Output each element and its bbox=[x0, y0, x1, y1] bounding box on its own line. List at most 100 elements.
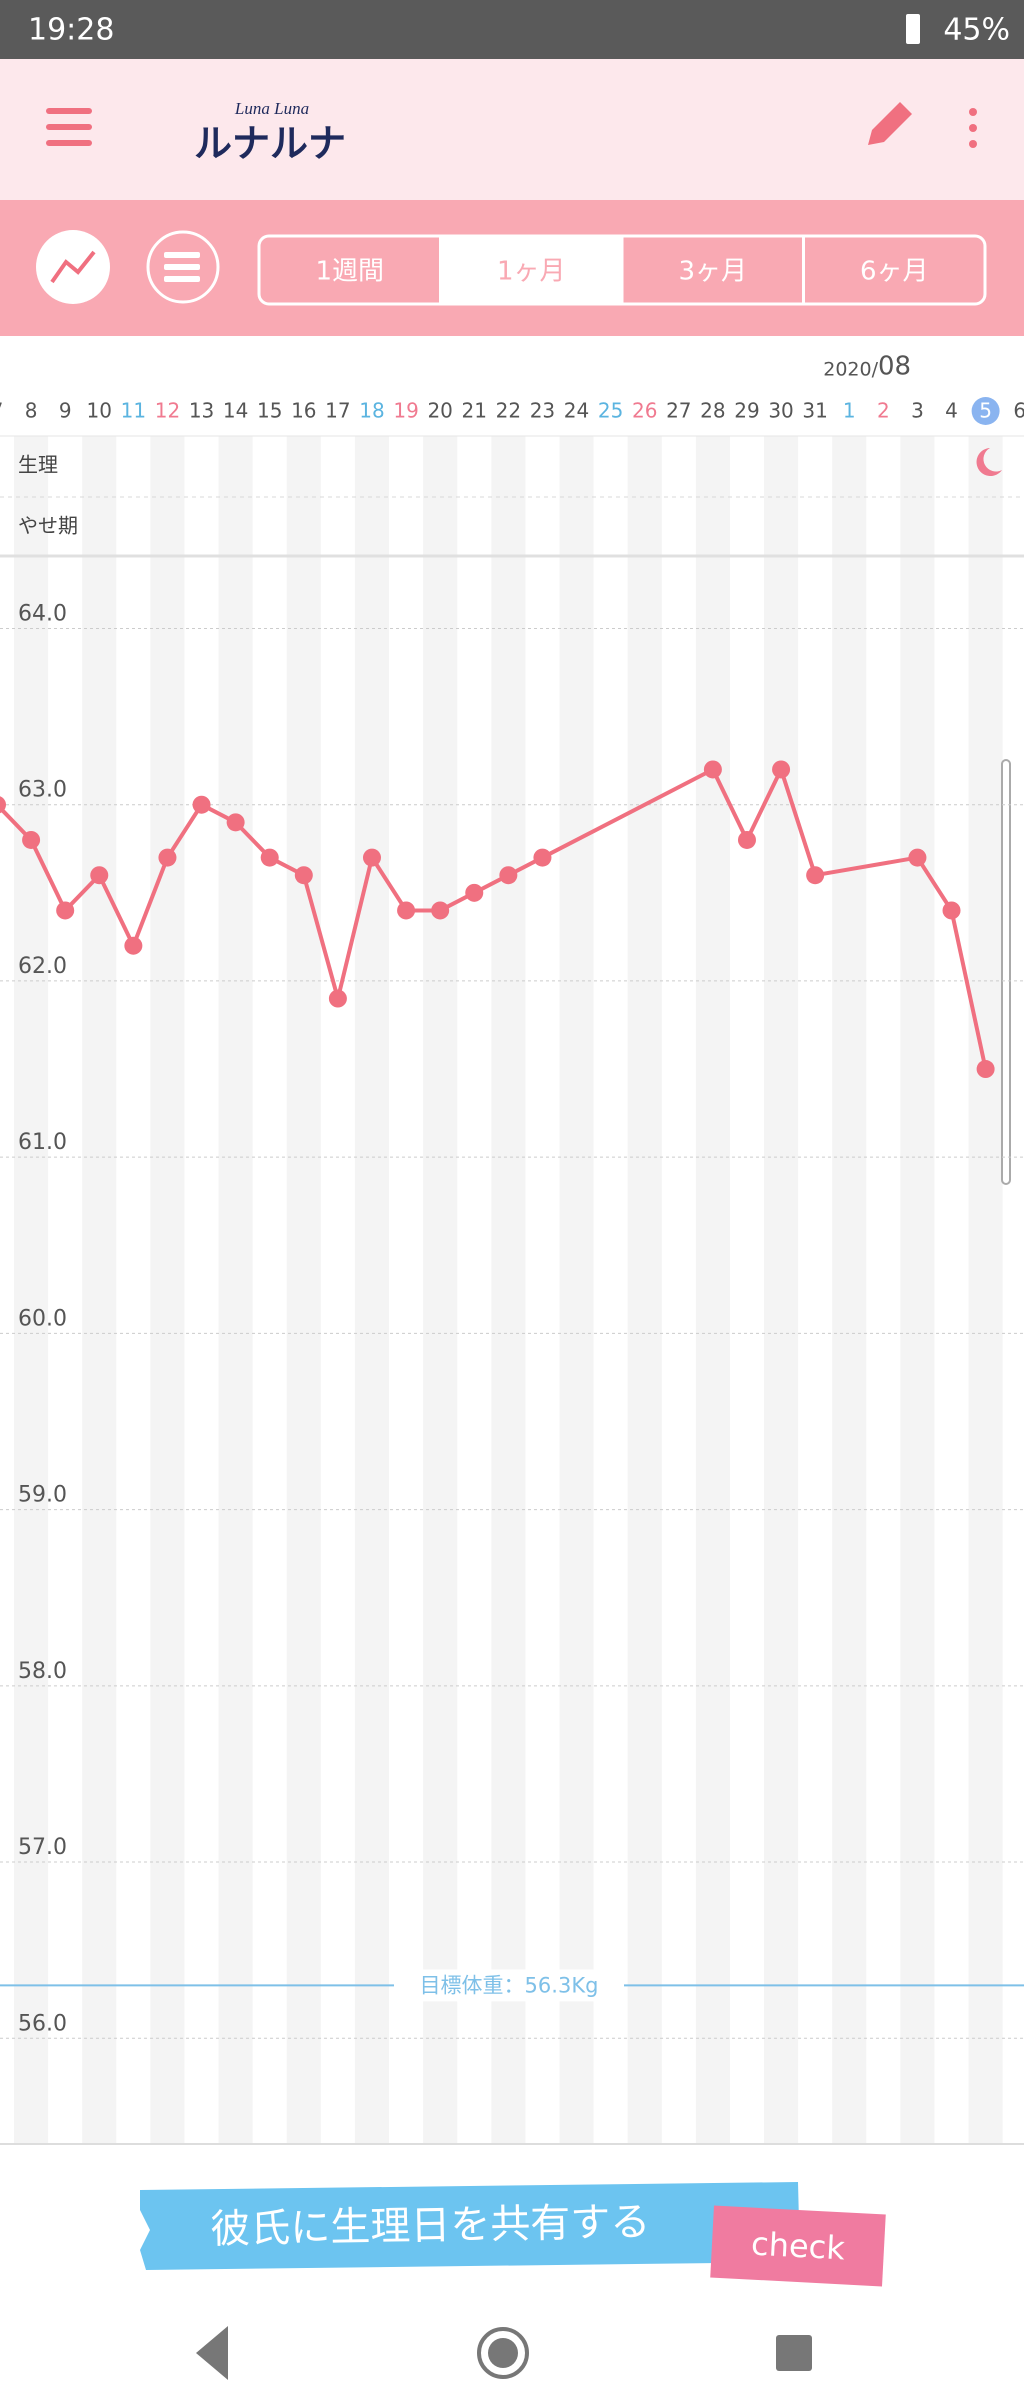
edit-button[interactable] bbox=[868, 102, 912, 145]
check-button[interactable]: check bbox=[710, 2205, 886, 2287]
y-tick-label: 58.0 bbox=[18, 1659, 67, 1684]
data-point bbox=[499, 866, 518, 885]
y-tick-label: 61.0 bbox=[18, 1130, 67, 1155]
target-label: 目標体重：56.3Kg bbox=[420, 1973, 599, 1997]
home-dot bbox=[488, 2338, 518, 2368]
data-point bbox=[737, 830, 756, 849]
line-segment bbox=[301, 874, 340, 1000]
target-label-bg bbox=[394, 1969, 624, 2002]
date-label: 4 bbox=[945, 399, 958, 423]
tab-label[interactable]: 3ヶ月 bbox=[678, 257, 747, 287]
data-point bbox=[431, 901, 450, 920]
header bbox=[0, 59, 1024, 200]
data-point bbox=[226, 813, 245, 832]
date-label: 9 bbox=[59, 399, 72, 423]
column-stripe bbox=[218, 436, 253, 2144]
data-point bbox=[192, 795, 211, 814]
logo: ルナルナ bbox=[194, 122, 346, 166]
check-label: check bbox=[750, 2225, 846, 2268]
date-label: 18 bbox=[359, 399, 384, 423]
y-tick-label: 59.0 bbox=[18, 1483, 67, 1508]
tab-label[interactable]: 6ヶ月 bbox=[860, 257, 929, 287]
logo-small: Luna Luna bbox=[234, 99, 309, 118]
column-stripe bbox=[82, 436, 117, 2144]
tab-label[interactable]: 1週間 bbox=[315, 257, 384, 287]
date-label: 17 bbox=[325, 399, 350, 423]
y-tick-label: 60.0 bbox=[18, 1306, 67, 1331]
line-segment bbox=[745, 768, 783, 841]
date-label: 2 bbox=[877, 399, 890, 423]
date-label: 22 bbox=[496, 399, 521, 423]
column-stripe bbox=[559, 436, 594, 2144]
month-label: 08 bbox=[878, 352, 911, 382]
data-point bbox=[90, 866, 109, 885]
data-point bbox=[465, 883, 484, 902]
line-segment bbox=[165, 803, 204, 859]
column-stripe bbox=[150, 436, 185, 2144]
date-label: 14 bbox=[223, 399, 248, 423]
date-label: 27 bbox=[666, 399, 691, 423]
date-label: 26 bbox=[632, 399, 657, 423]
banner-ribbon[interactable] bbox=[140, 2182, 800, 2270]
date-label: 5 bbox=[979, 399, 992, 423]
date-label: 29 bbox=[734, 399, 759, 423]
back-button[interactable] bbox=[196, 2326, 228, 2380]
battery: 45% bbox=[943, 13, 1010, 48]
date-label: 19 bbox=[393, 399, 418, 423]
more-button[interactable] bbox=[969, 108, 977, 148]
tab-selected-bg bbox=[440, 236, 622, 304]
column-stripe bbox=[423, 436, 458, 2144]
year-label: 2020/ bbox=[823, 359, 878, 381]
date-label: 7 bbox=[0, 399, 3, 423]
recents-button[interactable] bbox=[776, 2335, 812, 2371]
date-label: 24 bbox=[564, 399, 589, 423]
column-stripe bbox=[627, 436, 662, 2144]
date-label: 8 bbox=[25, 399, 38, 423]
moon-icon bbox=[976, 448, 1002, 476]
row-label: 生理 bbox=[18, 453, 58, 477]
column-stripe bbox=[695, 436, 730, 2144]
data-point bbox=[158, 848, 177, 867]
date-label: 23 bbox=[530, 399, 555, 423]
data-point bbox=[908, 848, 927, 867]
date-label: 13 bbox=[189, 399, 214, 423]
y-tick-label: 63.0 bbox=[18, 778, 67, 803]
list-icon bbox=[164, 252, 200, 282]
data-point bbox=[260, 848, 279, 867]
column-stripe bbox=[968, 436, 1003, 2144]
line-segment bbox=[97, 874, 136, 947]
banner-text: 彼氏に生理日を共有する bbox=[210, 2199, 651, 2253]
data-point bbox=[328, 989, 347, 1008]
status-bar bbox=[0, 0, 1024, 59]
data-point bbox=[294, 866, 313, 885]
line-segment bbox=[711, 768, 749, 841]
date-label: 25 bbox=[598, 399, 623, 423]
line-segment bbox=[814, 855, 918, 878]
today-marker bbox=[971, 397, 1000, 425]
date-label: 3 bbox=[911, 399, 924, 423]
tab-label[interactable]: 1ヶ月 bbox=[497, 257, 566, 287]
line-segment bbox=[949, 910, 988, 1070]
menu-button[interactable] bbox=[46, 108, 92, 146]
y-tick-label: 64.0 bbox=[18, 601, 67, 626]
date-label: 31 bbox=[802, 399, 827, 423]
date-label: 11 bbox=[121, 399, 146, 423]
row-label: やせ期 bbox=[18, 514, 78, 538]
column-stripe bbox=[491, 436, 526, 2144]
home-button[interactable] bbox=[477, 2327, 529, 2379]
line-segment bbox=[915, 856, 954, 912]
list-view-button[interactable] bbox=[146, 230, 220, 304]
check-bg bbox=[710, 2205, 886, 2287]
line-segment bbox=[29, 839, 67, 912]
data-point bbox=[533, 848, 552, 867]
date-label: 6 bbox=[1013, 399, 1024, 423]
line-segment bbox=[370, 856, 408, 912]
y-tick-label: 62.0 bbox=[18, 954, 67, 979]
data-point bbox=[942, 901, 961, 920]
date-label: 1 bbox=[843, 399, 856, 423]
data-point bbox=[362, 848, 381, 867]
date-label: 10 bbox=[87, 399, 112, 423]
date-label: 16 bbox=[291, 399, 316, 423]
line-segment bbox=[541, 767, 714, 860]
